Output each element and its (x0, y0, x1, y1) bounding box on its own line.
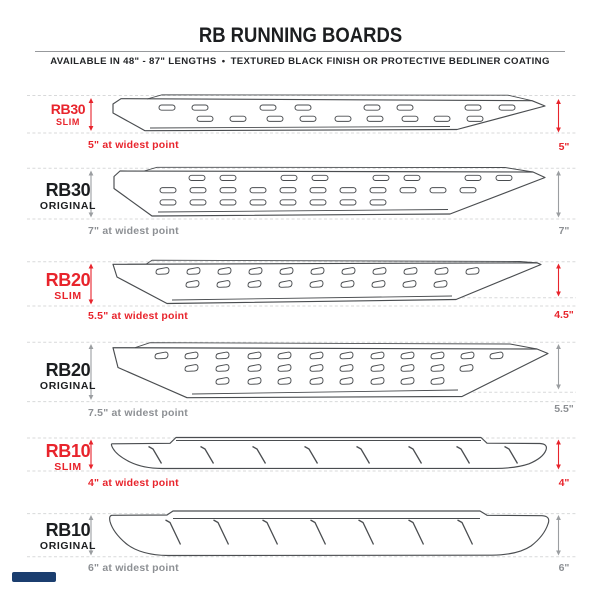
step-slots (159, 174, 513, 206)
widest-point-label: 5.5" at widest point (88, 310, 188, 322)
step-slots (155, 267, 480, 288)
rb30-slim-board-drawing (27, 94, 576, 134)
end-height-label: 6" (558, 561, 570, 574)
left-dimension-arrow-icon (88, 170, 94, 218)
model-label-rb20-slim: RB20 SLIM (45, 269, 91, 302)
model-label-rb30-slim: RB30 SLIM (50, 100, 86, 127)
tread-slashes (165, 519, 474, 545)
left-dimension-arrow-icon (88, 439, 94, 470)
right-dimension-arrow-icon (556, 99, 561, 133)
page-title: RB RUNNING BOARDS (198, 24, 402, 47)
widest-point-label: 6" at widest point (88, 561, 179, 574)
widest-point-label: 4" at widest point (88, 477, 179, 489)
model-label-rb10-original: RB10 ORIGINAL (39, 519, 97, 552)
model-label-rb20-original: RB20 ORIGINAL (39, 359, 97, 392)
model-label-rb30-original: RB30 ORIGINAL (39, 179, 97, 212)
end-height-label: 4" (558, 477, 570, 489)
partial-brand-logo (12, 572, 56, 582)
right-dimension-arrow-icon (556, 439, 561, 470)
end-height-label: 4.5" (554, 309, 574, 321)
rb20-original-board-drawing (27, 341, 576, 403)
right-dimension-arrow-icon (556, 344, 561, 390)
left-dimension-arrow-icon (88, 98, 94, 131)
end-height-label: 5.5" (554, 402, 574, 415)
left-dimension-arrow-icon (88, 344, 94, 400)
right-dimension-arrow-icon (556, 170, 561, 218)
end-height-label: 5" (558, 141, 570, 153)
step-slots (154, 351, 504, 385)
end-height-label: 7" (558, 225, 570, 237)
rb30-original-board-drawing (27, 166, 576, 220)
left-dimension-arrow-icon (88, 515, 94, 556)
tread-slashes (148, 445, 519, 464)
title-divider (35, 51, 565, 53)
widest-point-label: 7" at widest point (88, 224, 179, 237)
availability-subtitle: AVAILABLE IN 48" - 87" LENGTHS • TEXTURE… (50, 56, 550, 67)
rb10-slim-board-drawing (27, 436, 576, 472)
right-dimension-arrow-icon (556, 263, 561, 297)
widest-point-label: 5" at widest point (88, 138, 179, 151)
rb10-original-board-drawing (27, 510, 576, 558)
step-slots (158, 104, 516, 122)
rb20-slim-board-drawing (27, 259, 576, 307)
widest-point-label: 7.5" at widest point (88, 406, 188, 419)
left-dimension-arrow-icon (88, 263, 94, 305)
model-label-rb10-slim: RB10 SLIM (45, 440, 91, 473)
right-dimension-arrow-icon (556, 515, 561, 556)
